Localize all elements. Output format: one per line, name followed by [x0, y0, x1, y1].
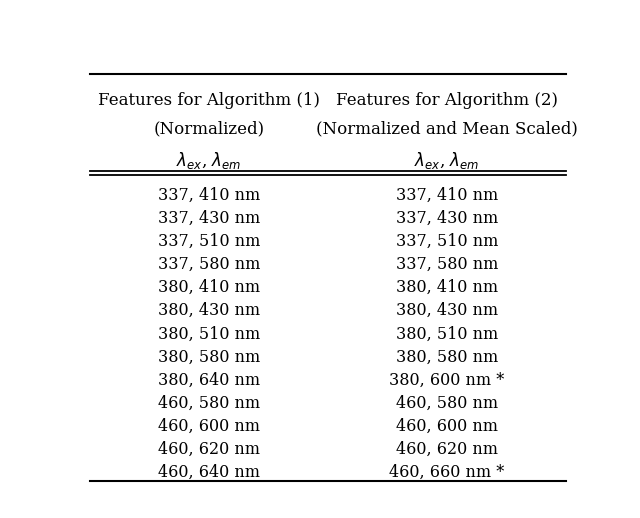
Text: 337, 410 nm: 337, 410 nm	[396, 186, 498, 204]
Text: 337, 430 nm: 337, 430 nm	[396, 210, 498, 227]
Text: 337, 580 nm: 337, 580 nm	[158, 256, 260, 273]
Text: 380, 430 nm: 380, 430 nm	[396, 303, 498, 319]
Text: Features for Algorithm (2): Features for Algorithm (2)	[336, 92, 558, 109]
Text: 337, 580 nm: 337, 580 nm	[396, 256, 498, 273]
Text: 337, 510 nm: 337, 510 nm	[396, 233, 498, 250]
Text: 460, 640 nm: 460, 640 nm	[158, 464, 260, 481]
Text: 380, 430 nm: 380, 430 nm	[158, 303, 260, 319]
Text: 460, 600 nm: 460, 600 nm	[158, 418, 260, 435]
Text: 380, 510 nm: 380, 510 nm	[158, 325, 260, 342]
Text: 337, 510 nm: 337, 510 nm	[158, 233, 260, 250]
Text: Features for Algorithm (1): Features for Algorithm (1)	[98, 92, 320, 109]
Text: 460, 600 nm: 460, 600 nm	[396, 418, 498, 435]
Text: 380, 580 nm: 380, 580 nm	[396, 349, 498, 366]
Text: 380, 410 nm: 380, 410 nm	[158, 279, 260, 296]
Text: 380, 640 nm: 380, 640 nm	[158, 372, 260, 388]
Text: 460, 620 nm: 460, 620 nm	[396, 441, 498, 458]
Text: 380, 600 nm *: 380, 600 nm *	[389, 372, 505, 388]
Text: 337, 430 nm: 337, 430 nm	[158, 210, 260, 227]
Text: $\lambda_{ex}$, $\lambda_{em}$: $\lambda_{ex}$, $\lambda_{em}$	[177, 150, 241, 170]
Text: (Normalized): (Normalized)	[154, 121, 264, 138]
Text: (Normalized and Mean Scaled): (Normalized and Mean Scaled)	[316, 121, 578, 138]
Text: 460, 620 nm: 460, 620 nm	[158, 441, 260, 458]
Text: $\lambda_{ex}$, $\lambda_{em}$: $\lambda_{ex}$, $\lambda_{em}$	[415, 150, 479, 170]
Text: 380, 510 nm: 380, 510 nm	[396, 325, 498, 342]
Text: 380, 410 nm: 380, 410 nm	[396, 279, 498, 296]
Text: 460, 660 nm *: 460, 660 nm *	[389, 464, 505, 481]
Text: 337, 410 nm: 337, 410 nm	[158, 186, 260, 204]
Text: 380, 580 nm: 380, 580 nm	[158, 349, 260, 366]
Text: 460, 580 nm: 460, 580 nm	[158, 395, 260, 412]
Text: 460, 580 nm: 460, 580 nm	[396, 395, 498, 412]
